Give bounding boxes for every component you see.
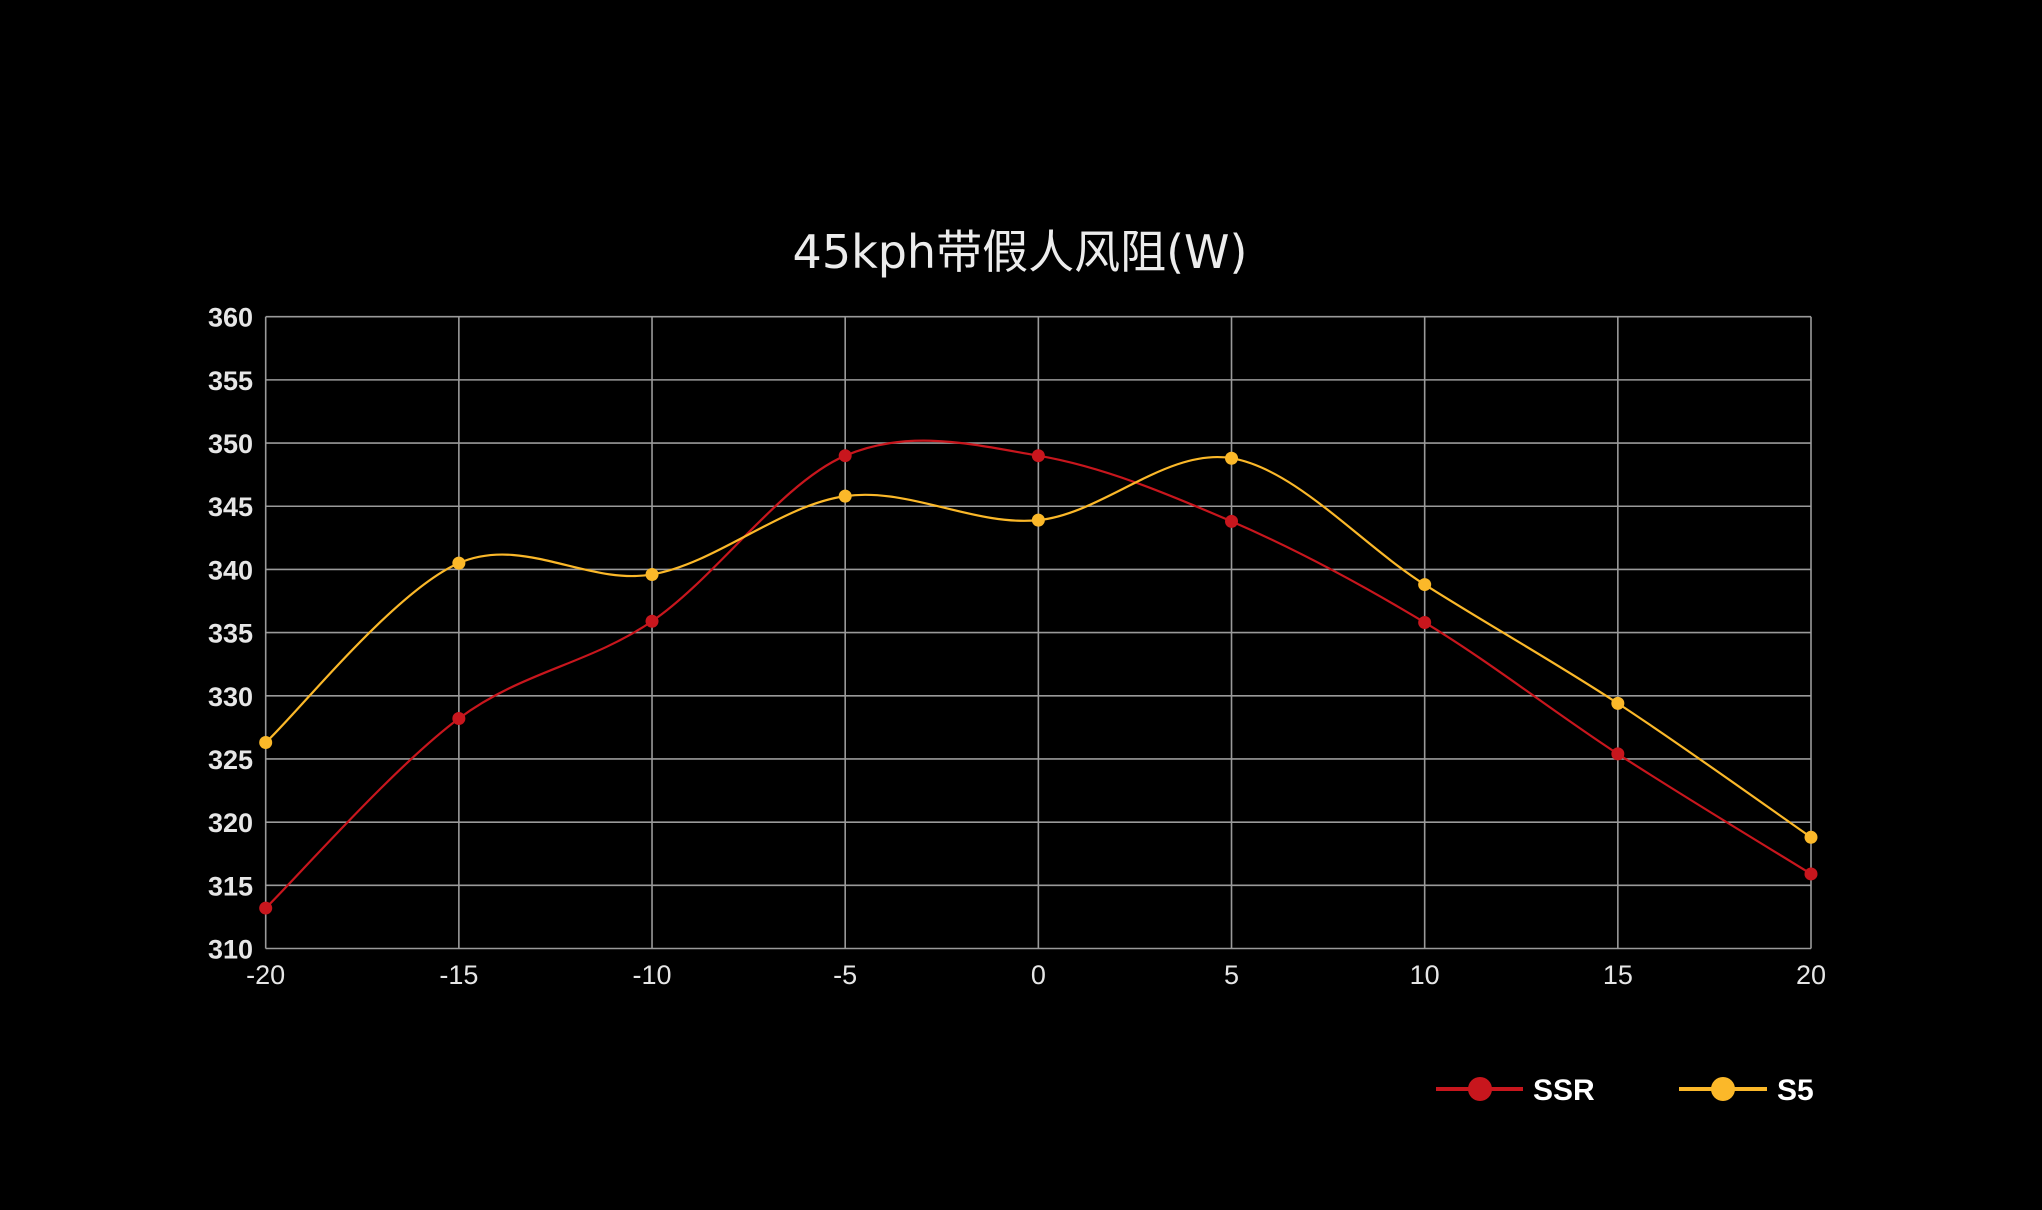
y-axis-ticks: 310 315 320 325 330 335 340 345 350 355 360 <box>208 303 253 965</box>
y-tick-label: 340 <box>208 555 253 585</box>
series-ssr <box>259 439 1818 915</box>
x-tick-label: -5 <box>833 960 857 990</box>
data-point[interactable] <box>452 556 466 570</box>
data-point[interactable] <box>452 712 466 726</box>
y-tick-label: 315 <box>208 871 253 901</box>
data-point[interactable] <box>1611 747 1625 761</box>
data-point[interactable] <box>838 489 852 503</box>
legend-s5-label: S5 <box>1777 1074 1814 1107</box>
y-tick-label: 335 <box>208 619 253 649</box>
data-point[interactable] <box>645 567 659 581</box>
data-point[interactable] <box>1418 615 1432 629</box>
legend-ssr-marker-icon <box>1468 1077 1492 1101</box>
data-point[interactable] <box>1031 449 1045 463</box>
series-s5 <box>259 451 1818 844</box>
data-point[interactable] <box>1804 867 1818 881</box>
x-axis-ticks: -20 -15 -10 -5 0 5 10 15 20 <box>246 960 1826 990</box>
series <box>259 439 1818 915</box>
data-point[interactable] <box>1225 514 1239 528</box>
legend-item-s5[interactable]: S5 <box>1679 1074 1814 1107</box>
data-point[interactable] <box>1031 513 1045 527</box>
x-tick-label: -20 <box>246 960 285 990</box>
y-tick-label: 330 <box>208 682 253 712</box>
chart-title: 45kph带假人风阻(W) <box>793 225 1248 279</box>
y-tick-label: 350 <box>208 429 253 459</box>
y-tick-label: 360 <box>208 303 253 333</box>
data-point[interactable] <box>259 736 273 750</box>
y-tick-label: 320 <box>208 808 253 838</box>
x-tick-label: 20 <box>1796 960 1826 990</box>
data-point[interactable] <box>838 449 852 463</box>
x-tick-label: 15 <box>1603 960 1633 990</box>
y-tick-label: 310 <box>208 935 253 965</box>
x-tick-label: 0 <box>1031 960 1046 990</box>
legend-s5-marker-icon <box>1711 1077 1735 1101</box>
x-tick-label: 5 <box>1224 960 1239 990</box>
legend-item-ssr[interactable]: SSR <box>1436 1074 1595 1107</box>
y-tick-label: 345 <box>208 492 253 522</box>
data-point[interactable] <box>1804 830 1818 844</box>
data-point[interactable] <box>1611 696 1625 710</box>
y-tick-label: 355 <box>208 366 253 396</box>
x-tick-label: -10 <box>633 960 672 990</box>
grid <box>264 315 1812 950</box>
legend: SSR S5 <box>1436 1074 1814 1107</box>
data-point[interactable] <box>645 614 659 628</box>
data-point[interactable] <box>259 901 273 915</box>
y-tick-label: 325 <box>208 745 253 775</box>
x-tick-label: -15 <box>439 960 478 990</box>
data-point[interactable] <box>1225 451 1239 465</box>
legend-ssr-label: SSR <box>1533 1074 1595 1107</box>
x-tick-label: 10 <box>1410 960 1440 990</box>
data-point[interactable] <box>1418 578 1432 592</box>
